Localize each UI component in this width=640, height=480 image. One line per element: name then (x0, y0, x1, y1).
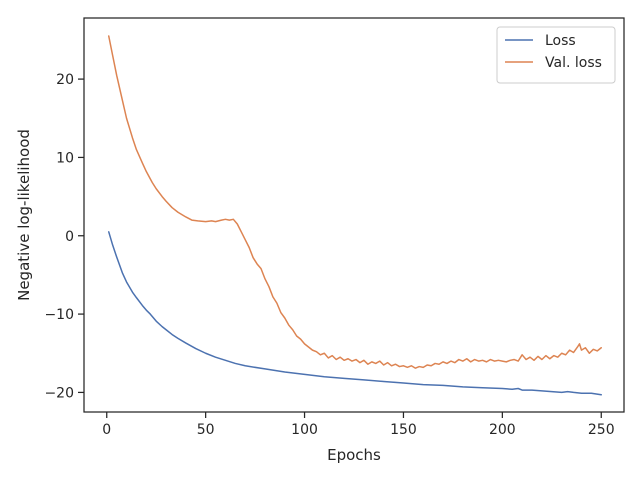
series-line-0 (107, 231, 602, 396)
x-tick-label-1: 50 (197, 422, 215, 438)
x-axis: 0 50 100 150 200 250 (102, 412, 615, 438)
legend: Loss Val. loss (496, 26, 616, 84)
y-tick-label-1: −10 (44, 307, 74, 323)
y-tick-label-4: 20 (56, 72, 74, 88)
x-tick-label-2: 100 (291, 422, 318, 438)
x-tick-label-4: 200 (489, 422, 516, 438)
series-line-1 (107, 35, 602, 369)
x-tick-label-5: 250 (588, 422, 615, 438)
series-layer (107, 35, 602, 396)
y-tick-label-2: 0 (65, 229, 74, 245)
y-axis-label: Negative log-likelihood (15, 129, 33, 301)
legend-box (496, 26, 616, 84)
y-axis: −20 −10 0 10 20 (44, 72, 84, 401)
x-tick-label-0: 0 (102, 422, 111, 438)
x-tick-label-3: 150 (390, 422, 417, 438)
legend-label-0: Loss (545, 33, 576, 49)
plot-frame (83, 17, 625, 413)
y-tick-label-3: 10 (56, 150, 74, 166)
x-axis-label: Epochs (327, 446, 381, 464)
y-tick-label-0: −20 (44, 385, 74, 401)
legend-label-1: Val. loss (545, 55, 602, 71)
